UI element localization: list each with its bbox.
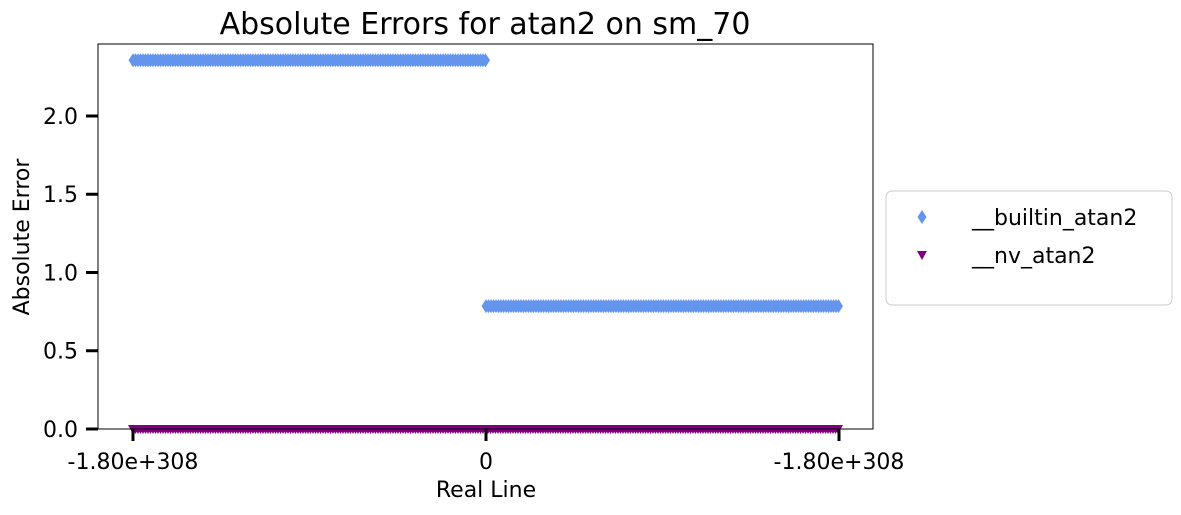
y-tick-label-0: 0.0 [43,418,78,443]
y-tick-label-1: 0.5 [43,340,78,365]
series-builtinatan2 [128,53,843,314]
axes-layer: 0.0 0.5 1.0 1.5 2.0 -1.80e+308 0 -1.80e+308 [43,43,905,475]
x-axis-label: Real Line [436,478,536,503]
y-tick-label-4: 2.0 [43,105,78,130]
x-tick-label-0: -1.80e+308 [68,450,199,475]
x-tick-label-1: 0 [479,450,493,475]
legend-marker-0 [917,210,927,224]
series-0-segment-0 [128,53,490,68]
y-tick-label-3: 1.5 [43,183,78,208]
legend-label-1: __nv_atan2 [971,244,1096,269]
y-axis-label: Absolute Error [10,158,35,316]
legend-box [885,190,1173,306]
plot-frame [97,43,874,430]
y-tick-label-2: 1.0 [43,261,78,286]
legend: __builtin_atan2 __nv_atan2 [885,190,1173,306]
legend-items: __builtin_atan2 __nv_atan2 [917,206,1137,269]
series-0-segment-1 [481,299,843,314]
chart-title: Absolute Errors for atan2 on sm_70 [220,7,751,42]
legend-label-0: __builtin_atan2 [971,206,1137,231]
series-layer [128,53,843,434]
legend-marker-1 [917,251,927,260]
x-tick-label-2: -1.80e+308 [774,450,905,475]
